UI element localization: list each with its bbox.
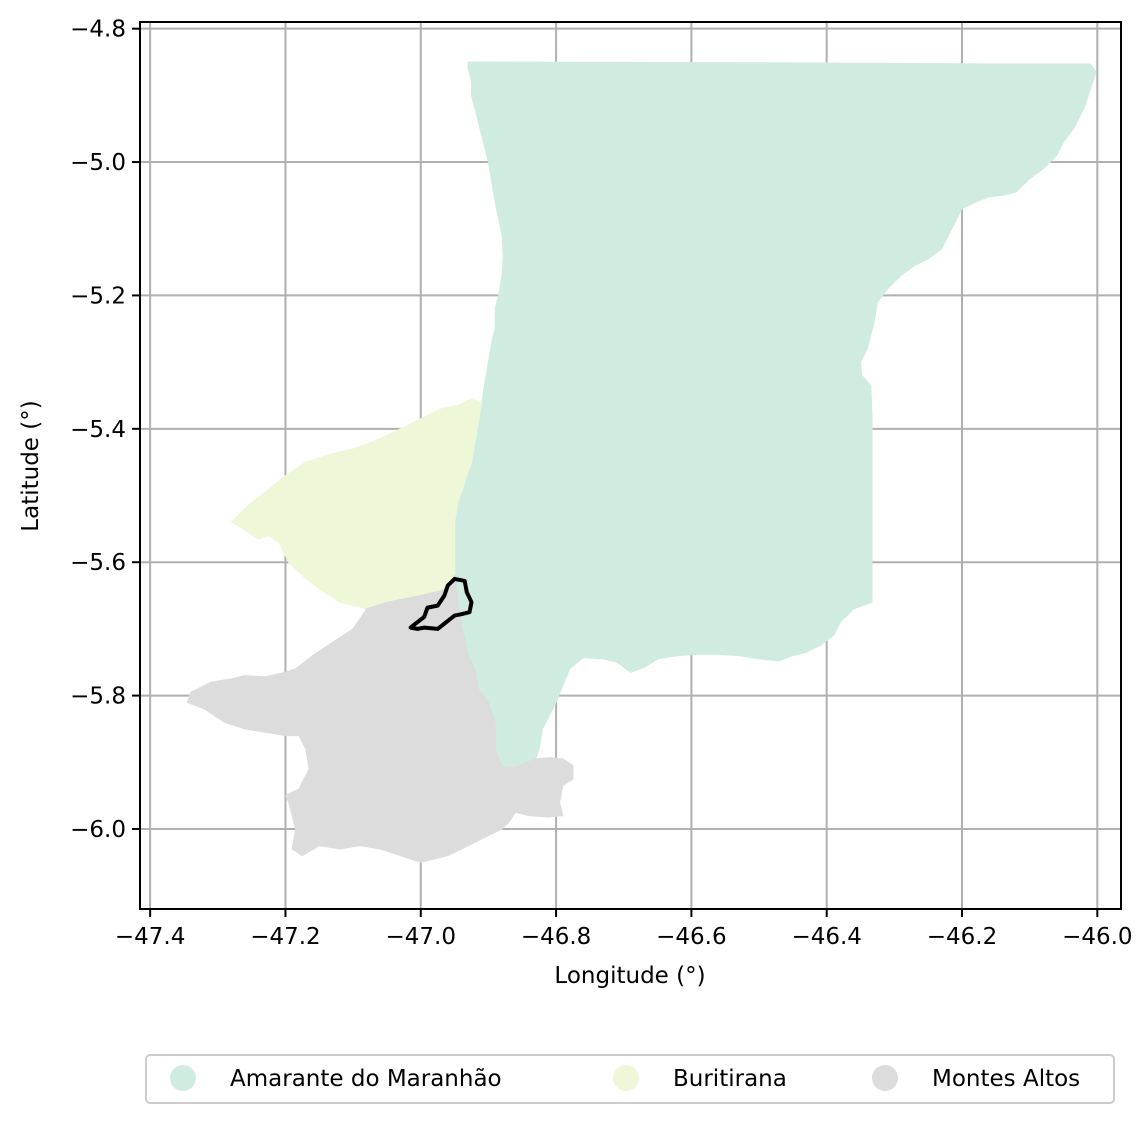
y-tick-label-3: −5.4 — [70, 417, 126, 443]
region-0 — [454, 61, 1097, 768]
region-2 — [186, 573, 574, 863]
y-tick-label-5: −5.8 — [70, 684, 126, 710]
highlight-outline-path — [408, 576, 474, 631]
y-tick-label-2: −5.2 — [70, 283, 126, 309]
x-tick-label-5: −46.4 — [791, 924, 861, 950]
y-tick-label-6: −6.0 — [70, 817, 126, 843]
x-tick-label-1: −47.2 — [250, 924, 320, 950]
y-tick-label-1: −5.0 — [70, 150, 126, 176]
x-tick-label-2: −47.0 — [386, 924, 456, 950]
x-axis-ticks: −47.4 −47.2 −47.0 −46.8 −46.6 −46.4 −46.2 −46.0 — [115, 909, 1133, 950]
x-tick-label-6: −46.2 — [927, 924, 997, 950]
x-tick-label-3: −46.8 — [521, 924, 591, 950]
region-1 — [230, 398, 483, 610]
legend-swatch-2 — [872, 1065, 898, 1091]
y-axis-label: Latitude (°) — [18, 400, 44, 531]
y-tick-label-4: −5.6 — [70, 550, 126, 576]
y-tick-label-0: −4.8 — [70, 17, 126, 43]
x-tick-label-4: −46.6 — [656, 924, 726, 950]
legend: Amarante do Maranhão Buritirana Montes Alt… — [145, 1054, 1115, 1104]
legend-label-2: Montes Altos — [932, 1066, 1080, 1092]
highlight-outline — [408, 576, 474, 631]
y-axis-ticks: −4.8 −5.0 −5.2 −5.4 −5.6 −5.8 −6.0 — [70, 17, 140, 843]
legend-label-1: Buritirana — [673, 1066, 787, 1092]
legend-label-0: Amarante do Maranhão — [230, 1066, 502, 1092]
x-tick-label-7: −46.0 — [1062, 924, 1132, 950]
x-tick-label-0: −47.4 — [115, 924, 185, 950]
legend-swatch-1 — [613, 1065, 639, 1091]
legend-swatch-0 — [170, 1065, 196, 1091]
plot-frame — [139, 21, 1122, 910]
region-polygons — [186, 61, 1097, 863]
x-axis-label: Longitude (°) — [554, 963, 705, 989]
